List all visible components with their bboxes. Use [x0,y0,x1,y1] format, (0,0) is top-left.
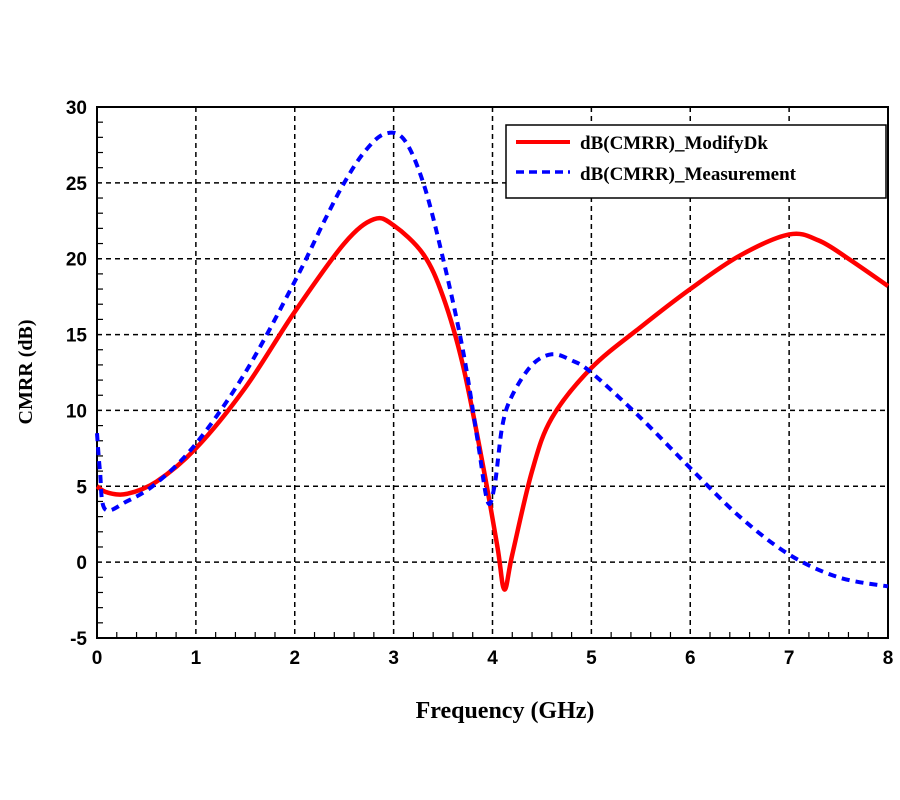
x-tick-label: 8 [883,648,894,669]
y-tick-label: 15 [66,326,88,347]
x-tick-labels: 0 1 2 3 4 5 6 7 8 [92,648,894,669]
minor-ticks [97,121,869,638]
series-group [95,130,890,592]
y-tick-label: 30 [66,98,87,119]
y-tick-label: -5 [70,629,87,650]
x-tick-label: 1 [191,648,202,669]
x-tick-label: 0 [92,648,103,669]
series-line-measurement [95,130,889,589]
plot-frame [96,106,889,639]
y-tick-label: 0 [76,553,87,574]
x-axis-label: Frequency (GHz) [416,698,595,724]
x-tick-label: 3 [388,648,399,669]
y-axis-label: CMRR (dB) [15,320,37,425]
legend-label-modifydk: dB(CMRR)_ModifyDk [580,133,768,154]
x-tick-label: 4 [487,648,498,669]
y-tick-label: 25 [66,174,88,195]
x-tick-label: 7 [784,648,795,669]
legend: dB(CMRR)_ModifyDk dB(CMRR)_Measurement [505,124,887,199]
y-tick-labels: -5 0 5 10 15 20 25 30 [66,98,88,650]
x-tick-label: 2 [289,648,300,669]
y-tick-label: 20 [66,250,87,271]
x-tick-label: 6 [685,648,696,669]
y-tick-label: 10 [66,401,87,422]
x-tick-label: 5 [586,648,597,669]
legend-box [505,124,887,199]
legend-label-measurement: dB(CMRR)_Measurement [580,164,797,185]
y-tick-label: 5 [76,477,87,498]
series-line-modifydk [95,215,890,592]
